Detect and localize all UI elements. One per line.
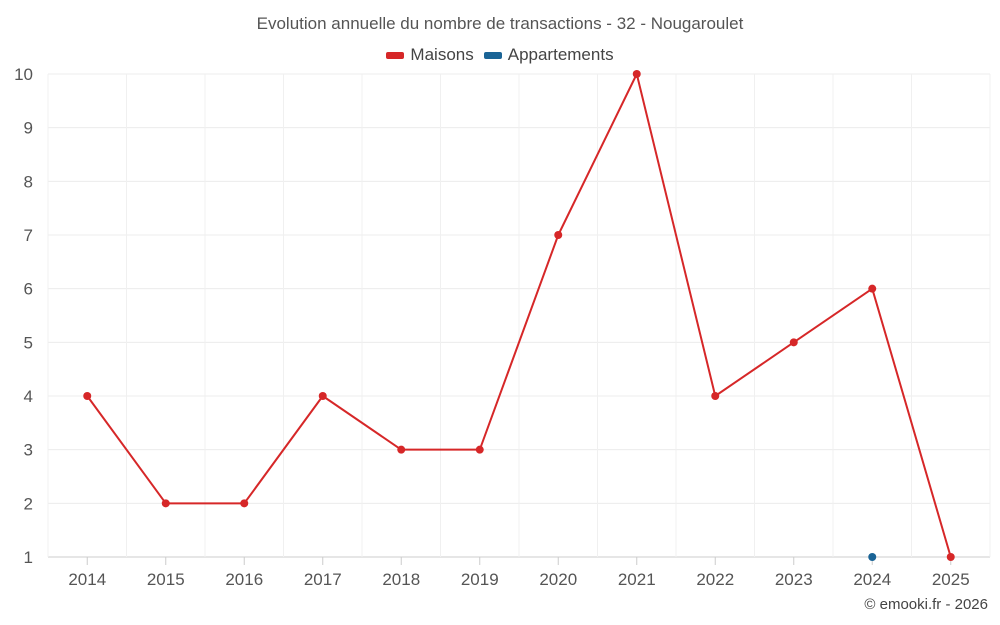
y-tick-label: 4 <box>24 387 33 406</box>
data-point-maisons <box>946 553 955 561</box>
data-point-maisons <box>868 284 877 293</box>
x-tick-label: 2023 <box>775 570 813 589</box>
y-tick-label: 3 <box>24 441 33 460</box>
y-tick-label: 8 <box>24 172 33 191</box>
x-tick-label: 2017 <box>304 570 342 589</box>
y-tick-label: 10 <box>14 65 33 84</box>
legend-item-appartements[interactable]: Appartements <box>483 45 614 65</box>
data-point-maisons <box>475 445 484 454</box>
chart-title: Evolution annuelle du nombre de transact… <box>256 14 744 33</box>
y-tick-label: 1 <box>24 548 33 567</box>
legend-swatch-appartements <box>483 51 502 59</box>
y-tick-label: 9 <box>24 119 33 138</box>
x-tick-label: 2016 <box>225 570 263 589</box>
footer-credit: © emooki.fr - 2026 <box>864 596 988 613</box>
x-tick-label: 2025 <box>932 570 970 589</box>
data-point-maisons <box>161 499 170 508</box>
x-tick-label: 2018 <box>382 570 420 589</box>
data-point-maisons <box>632 70 641 78</box>
x-tick-label: 2015 <box>147 570 185 589</box>
data-point-maisons <box>83 392 92 400</box>
y-tick-label: 7 <box>24 226 33 245</box>
data-point-maisons <box>318 392 327 400</box>
data-point-maisons <box>789 338 798 347</box>
legend-item-maisons[interactable]: Maisons <box>386 45 474 65</box>
legend-swatch-maisons <box>386 51 405 59</box>
data-point-appartements <box>868 553 877 561</box>
x-tick-label: 2014 <box>68 570 106 589</box>
y-tick-label: 5 <box>24 333 33 352</box>
y-tick-label: 6 <box>24 280 33 299</box>
x-tick-label: 2019 <box>461 570 499 589</box>
data-point-maisons <box>554 231 563 239</box>
x-tick-label: 2022 <box>696 570 734 589</box>
x-tick-label: 2024 <box>853 570 891 589</box>
y-tick-label: 2 <box>24 494 33 513</box>
x-tick-label: 2020 <box>539 570 577 589</box>
data-point-maisons <box>711 392 720 400</box>
series-line-maisons <box>86 73 952 558</box>
x-tick-label: 2021 <box>618 570 656 589</box>
data-point-maisons <box>397 445 406 454</box>
legend-label-appartements: Appartements <box>507 45 614 64</box>
data-point-maisons <box>240 499 249 508</box>
chart-legend: Maisons Appartements <box>0 45 1000 65</box>
legend-label-maisons: Maisons <box>410 45 474 64</box>
